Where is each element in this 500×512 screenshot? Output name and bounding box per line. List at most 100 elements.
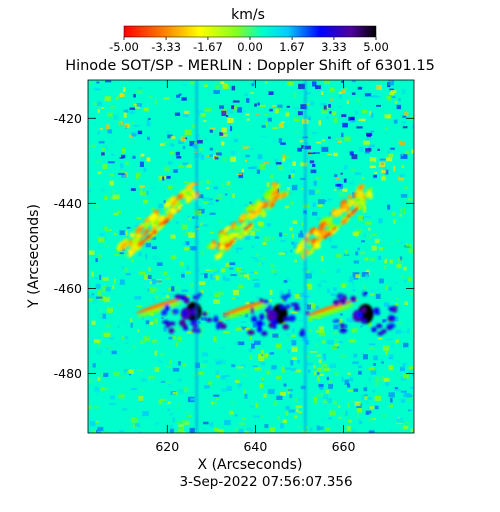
map-texture bbox=[374, 381, 379, 387]
map-texture bbox=[253, 347, 259, 349]
map-texture bbox=[189, 427, 195, 433]
map-texture bbox=[254, 259, 260, 262]
map-texture bbox=[186, 164, 192, 168]
map-texture bbox=[125, 230, 128, 236]
map-texture bbox=[285, 377, 292, 379]
map-texture bbox=[149, 287, 153, 291]
map-texture bbox=[351, 154, 358, 160]
map-texture bbox=[349, 151, 354, 156]
blob-texture bbox=[291, 302, 299, 307]
map-texture bbox=[378, 218, 383, 224]
map-texture bbox=[260, 104, 266, 107]
map-texture bbox=[351, 428, 357, 433]
blob-texture bbox=[386, 325, 393, 330]
band-texture bbox=[127, 249, 133, 255]
map-texture bbox=[271, 296, 275, 299]
map-texture bbox=[124, 123, 130, 129]
map-texture bbox=[383, 247, 388, 249]
map-texture bbox=[290, 360, 294, 366]
map-texture bbox=[305, 273, 312, 279]
map-texture bbox=[260, 117, 267, 121]
map-texture bbox=[338, 332, 341, 335]
map-texture bbox=[272, 139, 277, 143]
map-texture bbox=[261, 377, 265, 381]
map-texture bbox=[136, 305, 142, 308]
colorbar-tick-label: 1.67 bbox=[279, 40, 305, 54]
map-texture bbox=[356, 408, 363, 413]
map-texture bbox=[297, 147, 302, 152]
map-texture bbox=[97, 376, 101, 381]
map-texture bbox=[214, 84, 219, 89]
map-texture bbox=[308, 369, 311, 373]
map-texture bbox=[381, 414, 387, 417]
map-texture bbox=[97, 171, 102, 175]
map-texture bbox=[352, 361, 359, 365]
map-texture bbox=[259, 257, 266, 260]
blueshift-band bbox=[116, 183, 201, 258]
map-texture bbox=[372, 287, 380, 293]
map-texture bbox=[106, 307, 114, 313]
map-texture bbox=[262, 321, 267, 327]
map-texture bbox=[341, 80, 344, 83]
map-texture bbox=[120, 357, 124, 362]
map-texture bbox=[181, 97, 187, 101]
map-texture bbox=[137, 130, 143, 135]
x-tick-label: 660 bbox=[332, 439, 356, 454]
map-texture bbox=[363, 205, 366, 209]
map-texture bbox=[403, 392, 411, 398]
map-texture bbox=[132, 155, 136, 159]
map-texture bbox=[240, 363, 246, 369]
map-texture bbox=[96, 242, 102, 246]
map-texture bbox=[280, 240, 286, 242]
map-texture bbox=[256, 169, 260, 174]
map-texture bbox=[101, 286, 107, 292]
map-texture bbox=[385, 381, 389, 386]
map-texture bbox=[315, 85, 321, 90]
colorbar-tick-label: -5.00 bbox=[109, 40, 139, 54]
map-texture bbox=[350, 116, 355, 122]
map-texture bbox=[279, 290, 284, 295]
map-texture bbox=[230, 150, 236, 155]
map-texture bbox=[136, 217, 142, 220]
blueshift-band bbox=[206, 181, 290, 260]
map-texture bbox=[166, 364, 172, 368]
map-texture bbox=[149, 186, 155, 191]
map-texture bbox=[139, 161, 144, 167]
colorbar-tick-label: 5.00 bbox=[363, 40, 389, 54]
map-texture bbox=[328, 136, 331, 139]
map-texture bbox=[319, 84, 323, 88]
map-texture bbox=[358, 419, 361, 425]
map-texture bbox=[283, 155, 289, 159]
map-texture bbox=[200, 113, 206, 117]
map-texture bbox=[403, 266, 407, 271]
map-texture bbox=[335, 253, 342, 258]
map-texture bbox=[89, 421, 96, 427]
map-texture bbox=[244, 235, 251, 241]
map-texture bbox=[284, 367, 292, 371]
band-texture bbox=[157, 215, 166, 223]
map-texture bbox=[200, 222, 204, 226]
map-texture bbox=[333, 324, 339, 330]
map-texture bbox=[403, 279, 408, 282]
map-texture bbox=[295, 273, 300, 278]
map-texture bbox=[269, 108, 273, 112]
map-texture bbox=[188, 126, 192, 130]
map-texture bbox=[297, 359, 301, 364]
map-texture bbox=[198, 147, 204, 151]
blob-texture bbox=[263, 299, 269, 305]
map-texture bbox=[210, 268, 218, 272]
map-texture bbox=[120, 257, 124, 261]
map-texture bbox=[362, 110, 368, 114]
map-texture bbox=[364, 151, 370, 154]
map-texture bbox=[131, 417, 138, 423]
map-texture bbox=[274, 158, 278, 162]
map-texture bbox=[139, 188, 143, 193]
map-texture bbox=[146, 331, 153, 336]
map-texture bbox=[369, 413, 373, 415]
map-texture bbox=[318, 331, 326, 337]
blob-texture bbox=[168, 321, 176, 326]
map-texture bbox=[216, 152, 222, 156]
map-texture bbox=[188, 232, 195, 238]
map-texture bbox=[237, 384, 243, 389]
map-texture bbox=[264, 113, 269, 116]
